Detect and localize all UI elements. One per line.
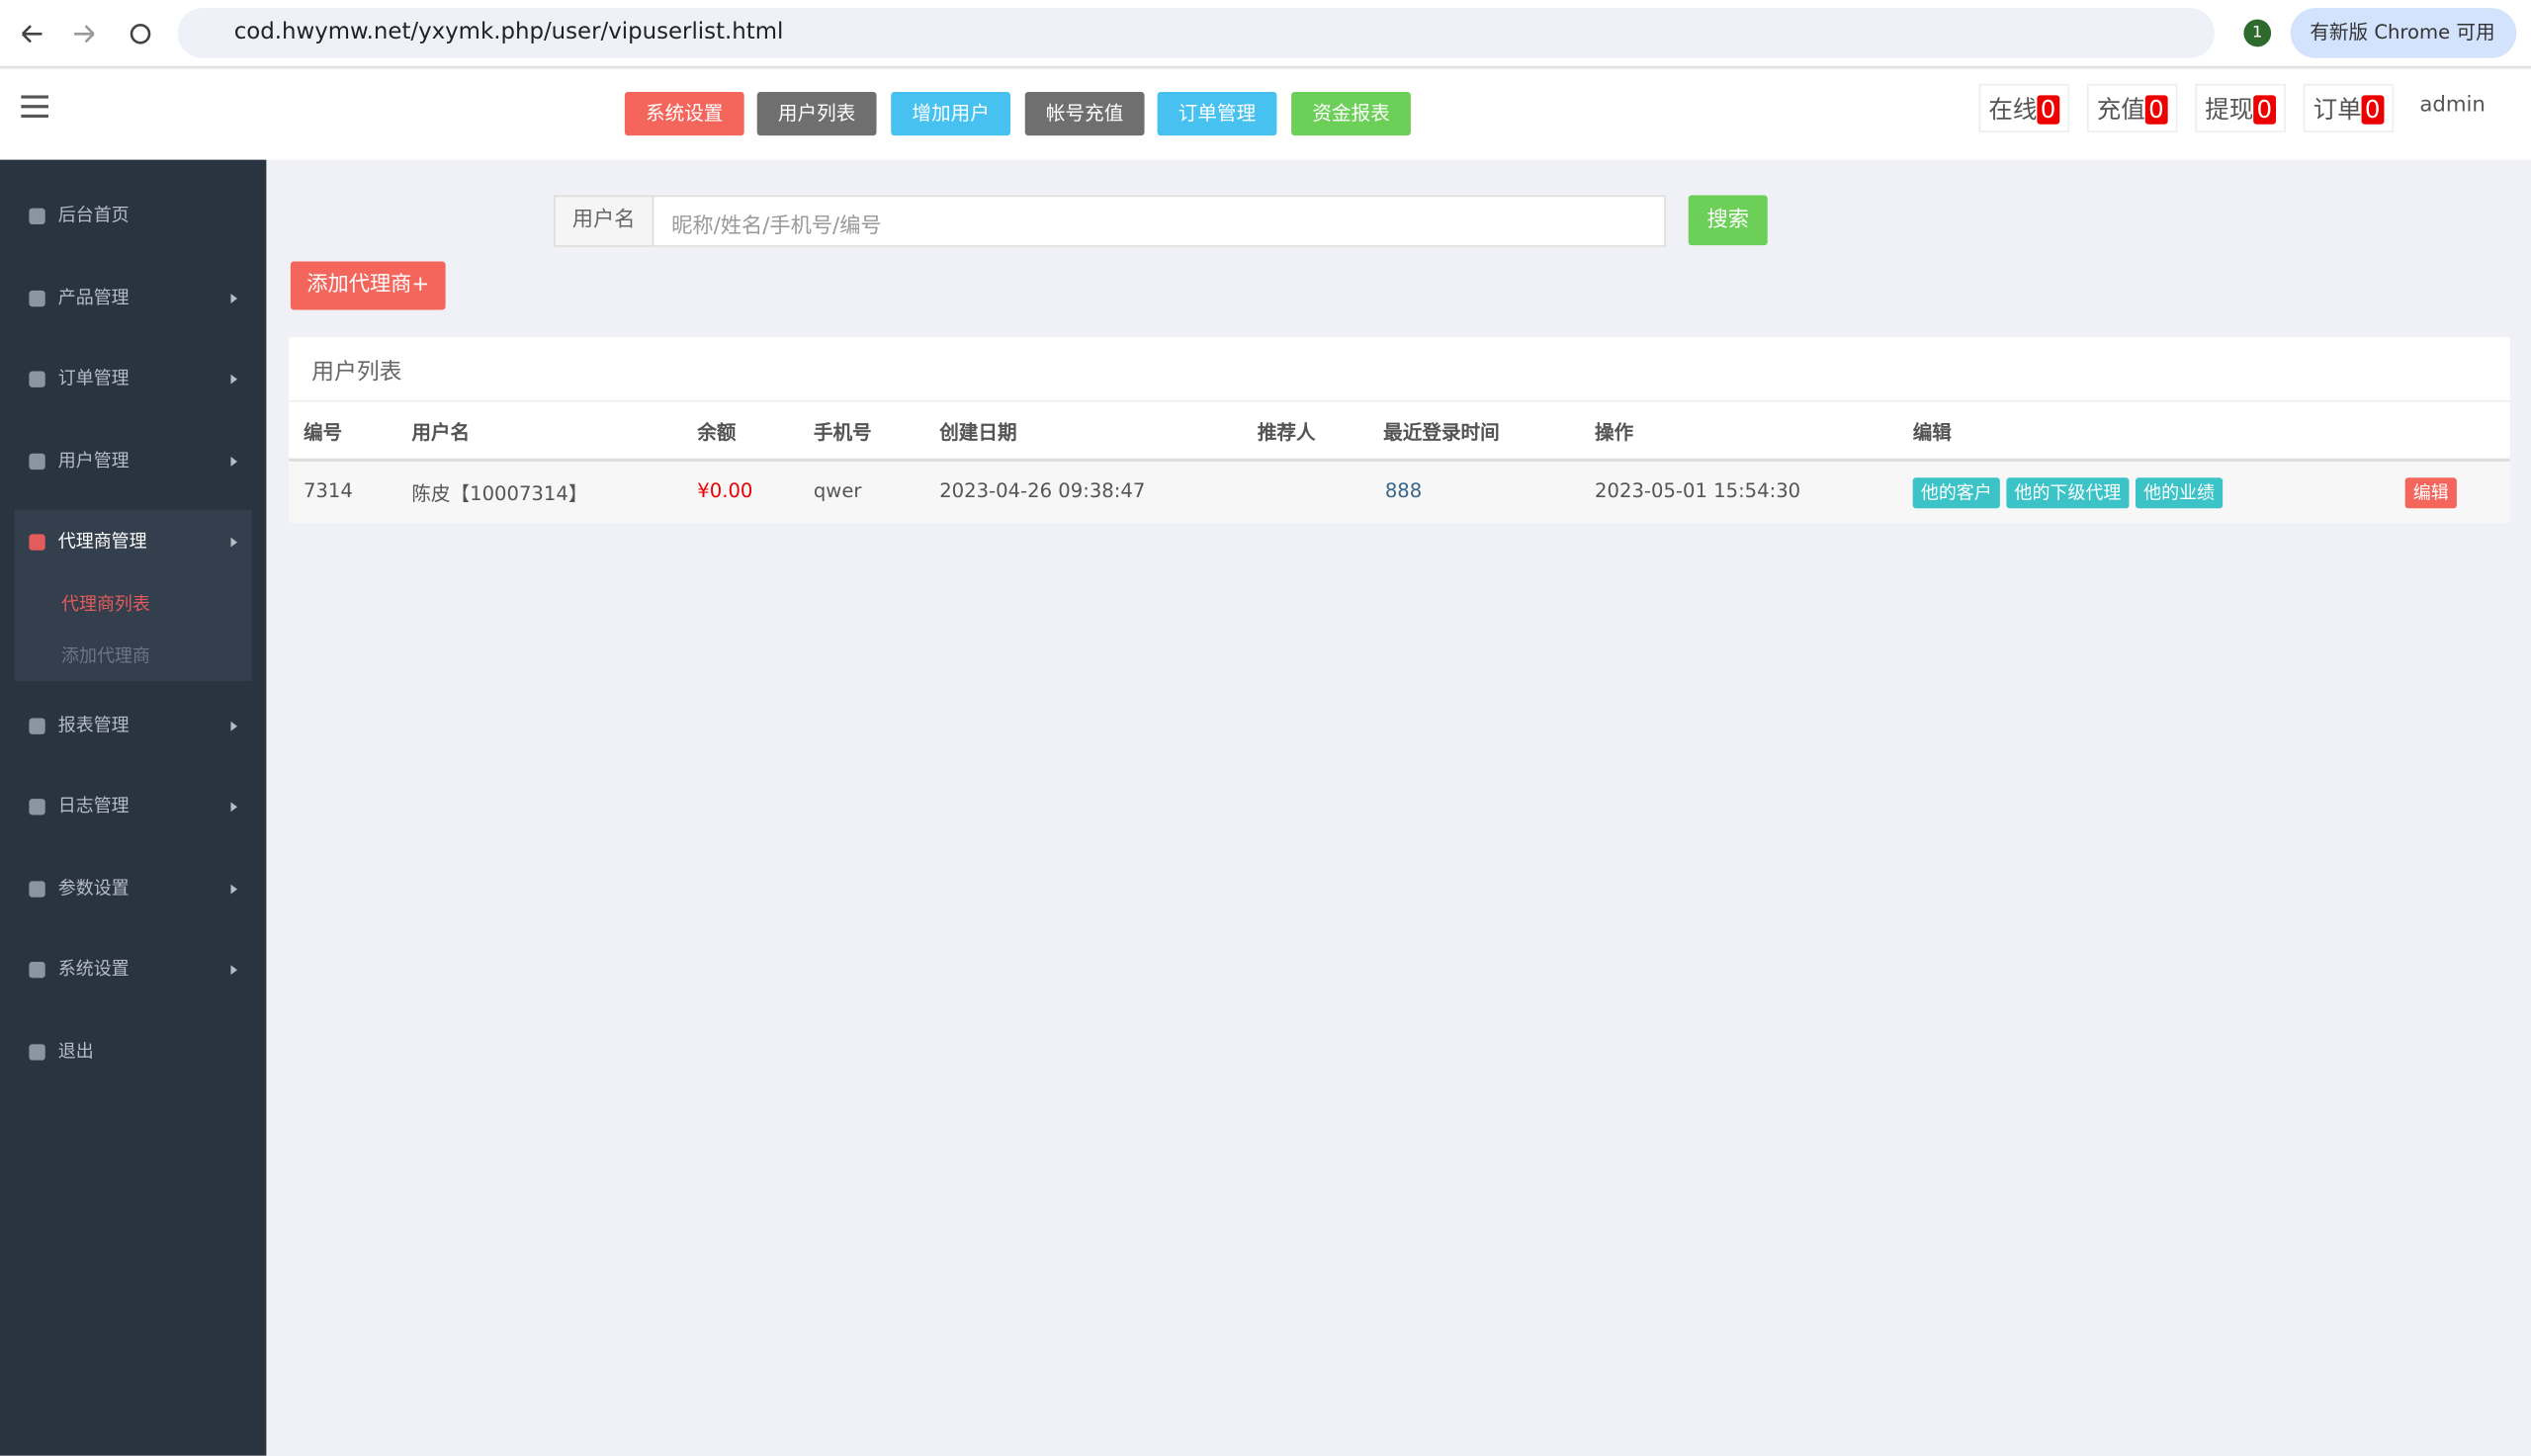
sidebar-item[interactable]: 报表管理 [0, 710, 266, 742]
icon [29, 881, 45, 898]
cell-value: 888 [1384, 478, 1423, 502]
arrow [230, 802, 237, 813]
sidebar-label: 退出 [57, 1041, 94, 1063]
address-bar[interactable] [177, 8, 2215, 58]
add-agent-button[interactable]: 添加代理商+ [290, 261, 446, 310]
sidebar-item[interactable]: 日志管理 [0, 791, 266, 823]
action-tag[interactable]: 他的下级代理 [2006, 477, 2130, 509]
cell-created: 2023-04-26 09:38:47 [939, 478, 1146, 502]
arrow [230, 721, 237, 731]
stat-label: 订单 [2313, 95, 2362, 125]
stat-label: 充值 [2096, 95, 2145, 125]
column-header: 手机号 [813, 421, 872, 444]
active-group [14, 509, 252, 681]
icon [29, 208, 45, 224]
column-header: 余额 [697, 421, 737, 444]
icon [29, 962, 45, 979]
cell-id: 7314 [303, 478, 353, 502]
stat-count: 0 [2037, 95, 2059, 125]
stat[interactable]: 订单 0 [2303, 83, 2394, 132]
search-label: 用户名 [553, 195, 655, 247]
sidebar-item[interactable]: 后台首页 [0, 200, 266, 232]
sidebar-label: 参数设置 [57, 878, 130, 899]
icon [29, 453, 45, 471]
arrow [230, 537, 237, 548]
search-box [553, 195, 1666, 247]
sidebar-label: 后台首页 [57, 205, 130, 226]
table-title: 用户列表 [311, 360, 402, 386]
search-input[interactable]: 昵称/姓名/手机号/编号 [671, 214, 882, 239]
column-header: 用户名 [411, 421, 471, 444]
nav-button[interactable]: 用户列表 [756, 92, 877, 136]
icon [29, 371, 45, 387]
icon [29, 534, 45, 551]
sidebar-subitem[interactable]: 代理商列表 [61, 593, 150, 616]
sidebar-label: 日志管理 [57, 795, 130, 817]
stat-count: 0 [2253, 95, 2276, 125]
cell-phone: qwer [813, 478, 862, 502]
profile-badge[interactable]: 1 [2243, 19, 2272, 47]
edit-button[interactable]: 编辑 [2404, 477, 2457, 509]
cell-name: 陈皮【10007314】 [411, 482, 588, 506]
sidebar-item[interactable]: 用户管理 [0, 446, 266, 478]
sidebar-label: 代理商管理 [57, 531, 147, 553]
sidebar-item[interactable]: 产品管理 [0, 283, 266, 315]
stat[interactable]: 充值 0 [2087, 83, 2177, 132]
url[interactable]: cod.hwymw.net/yxymk.php/user/vipuserlist… [233, 19, 784, 45]
arrow [230, 457, 237, 467]
column-header: 创建日期 [939, 421, 1017, 444]
menu-toggle[interactable] [21, 95, 49, 119]
update-notice[interactable]: 有新版 Chrome 可用 [2290, 8, 2517, 58]
sidebar-label: 用户管理 [57, 450, 130, 471]
stat-count: 0 [2361, 95, 2384, 125]
sidebar-item[interactable]: 退出 [0, 1036, 266, 1069]
nav-controls[interactable] [16, 18, 161, 50]
arrow [230, 884, 237, 895]
nav-button[interactable]: 资金报表 [1291, 92, 1411, 136]
nav-button[interactable]: 帐号充值 [1024, 92, 1145, 136]
column-header: 推荐人 [1257, 421, 1316, 444]
arrow [230, 374, 237, 385]
nav-button[interactable]: 订单管理 [1157, 92, 1277, 136]
sidebar-label: 报表管理 [57, 715, 130, 736]
search-button[interactable]: 搜索 [1688, 195, 1768, 246]
icon [29, 799, 45, 815]
nav-button[interactable]: 系统设置 [624, 92, 744, 136]
divider [289, 399, 2510, 402]
sidebar-label: 系统设置 [57, 958, 130, 981]
nav-button[interactable]: 增加用户 [891, 92, 1011, 136]
cell-last-login: 2023-05-01 15:54:30 [1595, 478, 1801, 502]
stat[interactable]: 提现 0 [2195, 83, 2286, 132]
column-header: 操作 [1595, 421, 1634, 444]
stat-count: 0 [2144, 95, 2167, 125]
sidebar-item[interactable]: 参数设置 [0, 873, 266, 905]
sidebar-subitem[interactable]: 添加代理商 [61, 645, 150, 667]
action-tag[interactable]: 他的客户 [1912, 477, 2000, 509]
user-menu[interactable]: admin [2419, 93, 2486, 119]
icon [29, 718, 45, 734]
stat[interactable]: 在线 0 [1978, 83, 2069, 132]
sidebar-item[interactable]: 系统设置 [0, 954, 266, 986]
arrow [230, 294, 237, 303]
stat-label: 提现 [2205, 95, 2254, 125]
column-header: 编号 [303, 421, 343, 444]
cell-balance: ¥0.00 [697, 478, 753, 502]
sidebar-item[interactable]: 代理商管理 [0, 526, 266, 558]
divider [289, 458, 2510, 462]
icon [29, 1044, 45, 1061]
sidebar-label: 产品管理 [57, 287, 130, 308]
sidebar-label: 订单管理 [57, 368, 130, 389]
action-tag[interactable]: 他的业绩 [2135, 477, 2224, 509]
arrow [230, 965, 237, 976]
icon [29, 290, 45, 307]
sidebar-item[interactable]: 订单管理 [0, 363, 266, 395]
column-header: 编辑 [1912, 421, 1952, 444]
column-header: 最近登录时间 [1383, 421, 1500, 444]
stat-label: 在线 [1988, 95, 2038, 125]
